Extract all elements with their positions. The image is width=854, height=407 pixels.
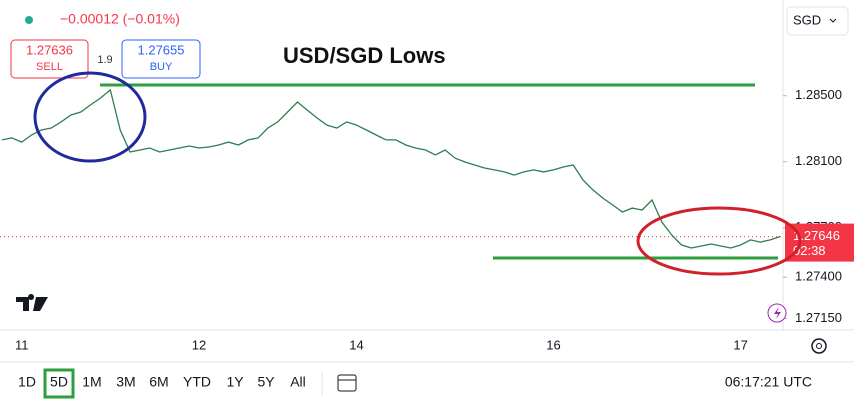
settings-icon-center [816, 343, 822, 349]
range-button[interactable]: 6M [149, 374, 168, 390]
x-tick-label: 14 [349, 337, 363, 352]
y-tick-label: 1.27150 [795, 310, 842, 325]
highlight-circle [636, 206, 802, 276]
currency: SGD [793, 12, 821, 27]
chart-title: USD/SGD Lows [283, 43, 446, 68]
spread: 1.9 [97, 54, 112, 66]
y-tick-label: 1.27400 [795, 269, 842, 284]
sell-button[interactable] [10, 39, 89, 79]
range-button[interactable]: All [290, 374, 306, 390]
buy-button[interactable] [121, 39, 201, 79]
range-button[interactable]: 1Y [226, 374, 244, 390]
range-button[interactable]: 1M [82, 374, 101, 390]
y-tick-label: 1.28500 [795, 87, 842, 102]
plot-area: 1.285001.281001.277001.274001.2715011121… [0, 83, 854, 352]
x-tick-label: 11 [15, 337, 29, 352]
countdown: 02:38 [793, 243, 826, 258]
change-text: −0.00012 (−0.01%) [60, 11, 180, 27]
last-price-label: 1.27646 [793, 228, 840, 243]
x-tick-label: 16 [546, 337, 560, 352]
x-tick-label: 12 [192, 337, 206, 352]
range-button[interactable]: 3M [116, 374, 135, 390]
active-range-box [43, 368, 75, 399]
clock: 06:17:21 UTC [725, 374, 812, 390]
currency-button[interactable] [786, 6, 849, 36]
sell-price: 1.27636 [26, 42, 73, 57]
calendar-icon[interactable] [337, 374, 357, 392]
status-dot [25, 16, 33, 24]
dropdown-arrow [829, 18, 837, 23]
y-tick-label: 1.28100 [795, 153, 842, 168]
events-bolt [774, 307, 781, 319]
buy-price: 1.27655 [138, 42, 185, 57]
x-tick-label: 17 [733, 337, 747, 352]
price-line [1, 88, 781, 249]
range-button[interactable]: YTD [183, 374, 211, 390]
buy-label: BUY [150, 61, 173, 73]
settings-icon[interactable] [811, 338, 827, 354]
range-button[interactable]: 5D [50, 374, 68, 390]
logo [16, 294, 48, 311]
range-button[interactable]: 1D [18, 374, 36, 390]
sell-label: SELL [36, 61, 63, 73]
range-button[interactable]: 5Y [257, 374, 275, 390]
highlight-circle [33, 71, 147, 163]
